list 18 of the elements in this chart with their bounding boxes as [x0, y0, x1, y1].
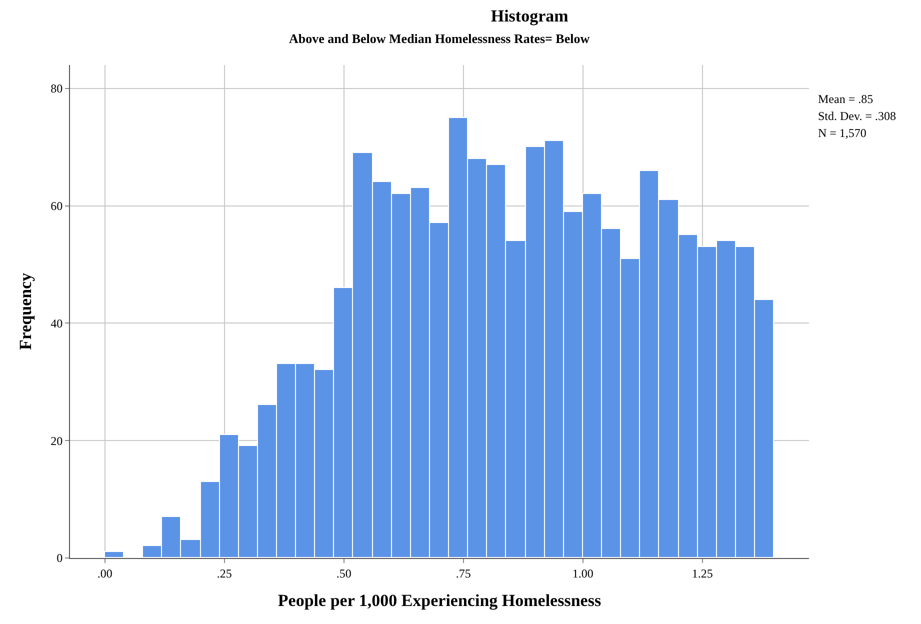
- chart-subtitle: Above and Below Median Homelessness Rates= Below: [289, 31, 590, 46]
- x-axis-title: People per 1,000 Experiencing Homelessness: [278, 590, 602, 610]
- x-tick-label: .25: [216, 566, 232, 580]
- x-tick-label: 1.00: [572, 566, 594, 580]
- y-tick-label: 40: [50, 316, 63, 330]
- text: N = 1,570: [818, 126, 866, 140]
- x-tick-label: .50: [336, 566, 352, 580]
- y-tick-label: 60: [50, 199, 63, 214]
- text: Mean = .85: [818, 92, 874, 106]
- text: Std. Dev. = .308: [818, 109, 896, 123]
- y-tick-label: 20: [50, 434, 63, 448]
- y-tick-label: 0: [56, 551, 63, 566]
- x-tick-label: 1.25: [692, 566, 713, 580]
- y-tick-label: 80: [50, 82, 63, 96]
- x-tick-label: .00: [97, 566, 112, 580]
- x-tick-label: .75: [456, 566, 471, 580]
- y-axis-title: Frequency: [16, 272, 36, 350]
- chart-title: Histogram: [490, 6, 568, 26]
